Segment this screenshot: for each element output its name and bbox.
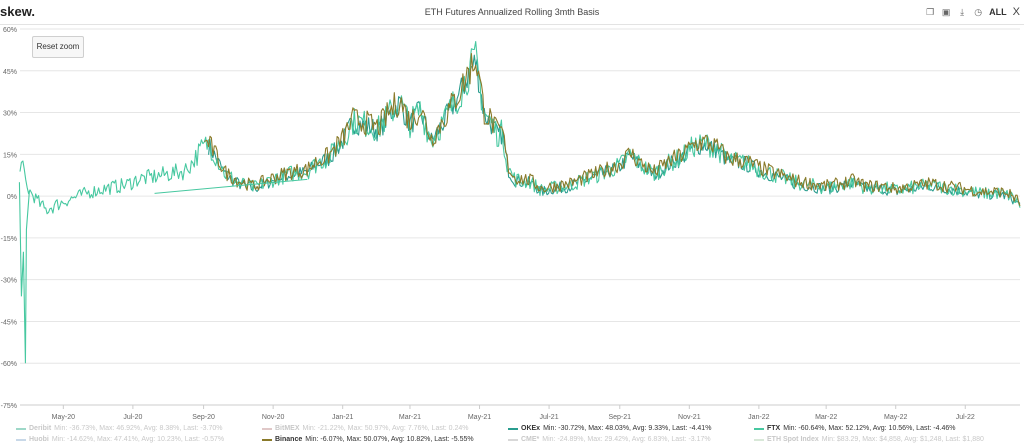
legend-stats: Min: -30.72%, Max: 48.03%, Avg: 9.33%, L… xyxy=(543,425,712,432)
legend-swatch xyxy=(262,427,272,430)
toolbar: ❐ ▣ ⤓ ◷ ALL X xyxy=(925,6,1020,18)
series-line-ftx-spike xyxy=(18,182,30,364)
legend-name: CME* xyxy=(521,436,540,443)
chart-plot[interactable]: 60% 45% 30% 15% 0% -15% -30% -45% -60% -75% May-20… xyxy=(0,24,1024,424)
x-tick-label: Sep-20 xyxy=(192,414,215,421)
x-tick-label: Nov-21 xyxy=(678,414,701,421)
x-tick-label: Nov-20 xyxy=(262,414,285,421)
legend-swatch xyxy=(16,427,26,430)
chart-title: ETH Futures Annualized Rolling 3mth Basi… xyxy=(424,7,600,17)
legend-item[interactable]: Huobi Min: -14.62%, Max: 47.41%, Avg: 10.… xyxy=(16,436,224,443)
legend-name: Deribit xyxy=(29,425,52,432)
y-tick-label: 60% xyxy=(3,27,17,34)
download-icon[interactable]: ⤓ xyxy=(960,7,965,17)
y-tick-label: 45% xyxy=(3,69,17,76)
legend-item[interactable]: Deribit Min: -36.73%, Max: 46.92%, Avg: 8… xyxy=(16,425,223,432)
y-tick-label: -45% xyxy=(1,319,17,326)
x-tick-label: May-22 xyxy=(884,414,907,421)
legend-name: Huobi xyxy=(29,436,49,443)
series-line-ftx xyxy=(19,41,1021,215)
x-tick-label: May-20 xyxy=(52,414,75,421)
legend-item[interactable]: FTX Min: -60.64%, Max: 52.12%, Avg: 10.56… xyxy=(754,425,955,432)
all-range-button[interactable]: ALL xyxy=(989,7,1007,17)
legend-stats: Min: -6.07%, Max: 50.07%, Avg: 10.82%, L… xyxy=(305,436,474,443)
legend-name: ETH Spot Index xyxy=(767,436,819,443)
legend-swatch xyxy=(262,438,272,441)
legend-stats: Min: -21.22%, Max: 50.97%, Avg: 7.76%, L… xyxy=(302,425,469,432)
close-button[interactable]: X xyxy=(1012,6,1020,18)
series-line-okex xyxy=(208,54,1021,205)
x-tick-label: Jul-20 xyxy=(123,414,142,421)
legend-swatch xyxy=(754,438,764,441)
y-tick-label: -60% xyxy=(1,361,17,368)
y-tick-label: -30% xyxy=(1,278,17,285)
legend-stats: Min: -24.89%, Max: 29.42%, Avg: 6.83%, L… xyxy=(542,436,711,443)
y-tick-label: -15% xyxy=(1,236,17,243)
x-tick-label: Mar-21 xyxy=(399,414,421,421)
legend-stats: Min: -36.73%, Max: 46.92%, Avg: 8.38%, L… xyxy=(54,425,223,432)
clock-icon[interactable]: ◷ xyxy=(974,7,983,17)
y-tick-label: -75% xyxy=(1,403,17,410)
legend-name: OKEx xyxy=(521,425,541,432)
y-tick-label: 15% xyxy=(3,152,17,159)
x-tick-label: Jul-21 xyxy=(540,414,559,421)
legend-swatch xyxy=(508,438,518,441)
y-tick-label: 0% xyxy=(7,194,17,201)
legend-name: BitMEX xyxy=(275,425,300,432)
legend-item[interactable]: CME* Min: -24.89%, Max: 29.42%, Avg: 6.83… xyxy=(508,436,711,443)
top-bar: skew. ETH Futures Annualized Rolling 3mt… xyxy=(0,0,1024,25)
legend-stats: Min: -60.64%, Max: 52.12%, Avg: 10.56%, … xyxy=(783,425,956,432)
legend-item[interactable]: ETH Spot Index Min: $83.29, Max: $4,858, … xyxy=(754,436,984,443)
legend-stats: Min: $83.29, Max: $4,858, Avg: $1,248, L… xyxy=(821,436,984,443)
legend-item[interactable]: BitMEX Min: -21.22%, Max: 50.97%, Avg: 7.… xyxy=(262,425,469,432)
legend-stats: Min: -14.62%, Max: 47.41%, Avg: 10.23%, … xyxy=(51,436,225,443)
legend-name: FTX xyxy=(767,425,781,432)
x-tick-label: May-21 xyxy=(468,414,491,421)
reset-zoom-button[interactable]: Reset zoom xyxy=(32,36,84,58)
x-tick-label: Mar-22 xyxy=(815,414,837,421)
series-line-binance xyxy=(204,52,1021,206)
x-tick-label: Sep-21 xyxy=(608,414,631,421)
x-tick-label: Jan-22 xyxy=(748,414,770,421)
legend-swatch xyxy=(508,427,518,430)
x-tick-label: Jan-21 xyxy=(332,414,354,421)
camera-icon[interactable]: ▣ xyxy=(941,7,951,17)
copy-icon[interactable]: ❐ xyxy=(926,7,935,17)
legend-name: Binance xyxy=(275,436,303,443)
x-tick-label: Jul-22 xyxy=(956,414,975,421)
legend-item[interactable]: OKEx Min: -30.72%, Max: 48.03%, Avg: 9.33… xyxy=(508,425,711,432)
logo: skew. xyxy=(0,4,35,19)
legend-swatch xyxy=(754,427,764,430)
y-tick-label: 30% xyxy=(3,111,17,118)
series-line-ftx-gap xyxy=(154,178,308,194)
legend-swatch xyxy=(16,438,26,441)
legend-item[interactable]: Binance Min: -6.07%, Max: 50.07%, Avg: 10… xyxy=(262,436,474,443)
legend: Deribit Min: -36.73%, Max: 46.92%, Avg: 8… xyxy=(0,424,1024,446)
